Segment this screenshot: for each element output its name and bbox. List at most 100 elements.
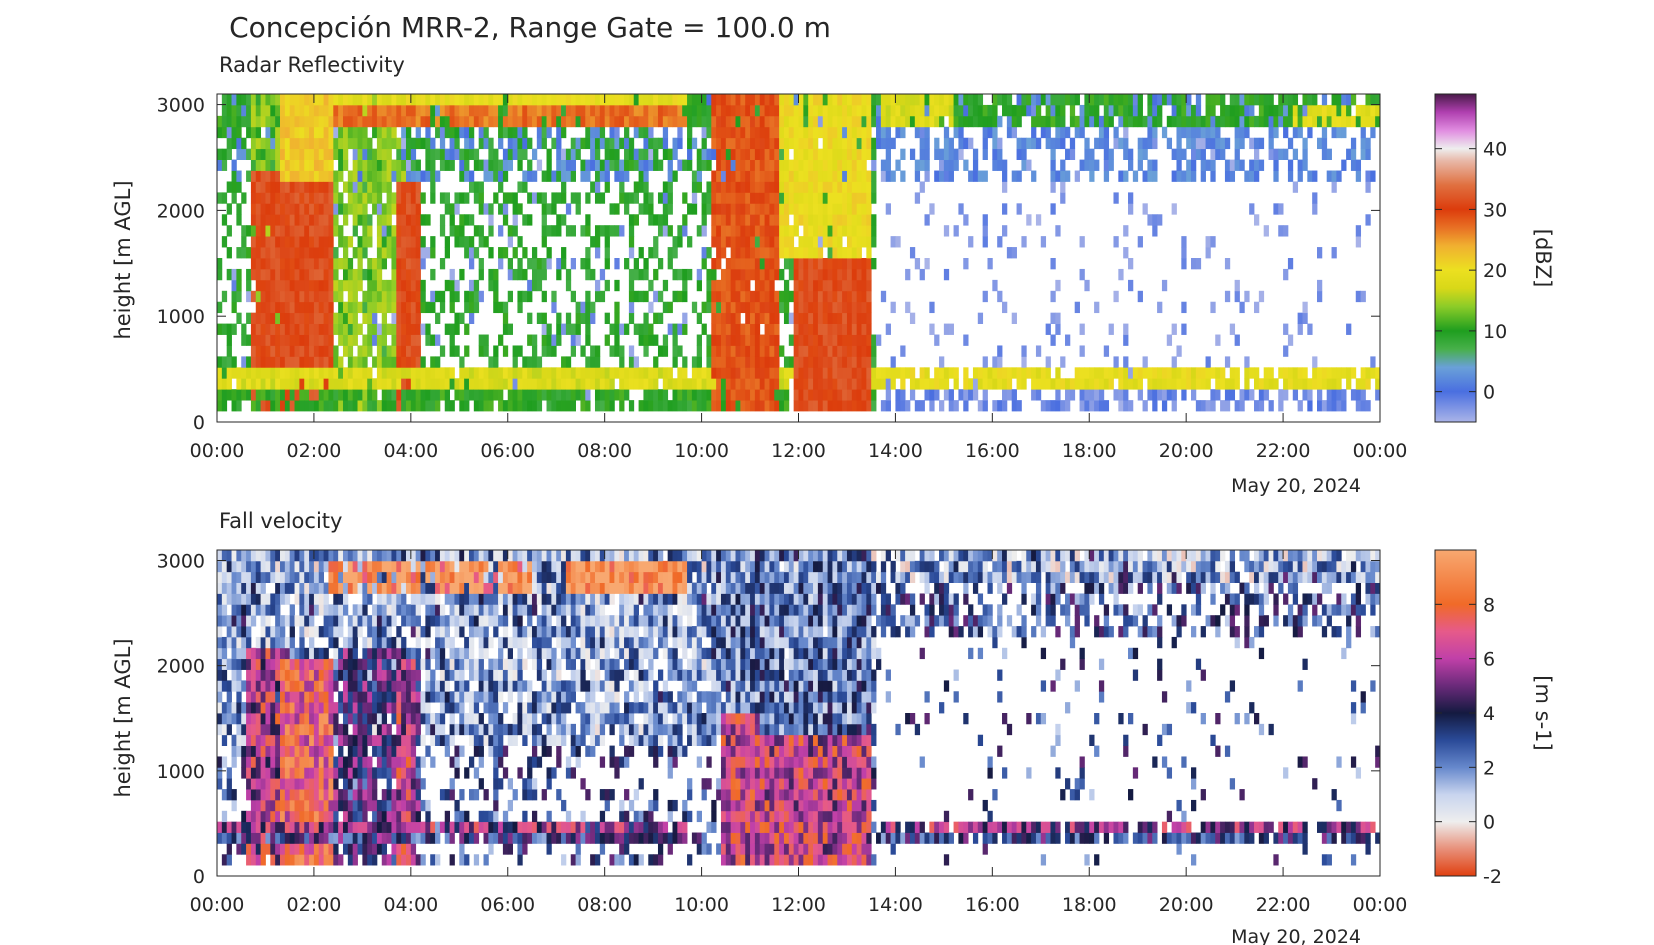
heatmap-cell bbox=[1176, 137, 1182, 150]
heatmap-cell bbox=[1050, 148, 1056, 160]
heatmap-cell bbox=[832, 126, 838, 139]
heatmap-cell bbox=[270, 126, 276, 139]
heatmap-cell bbox=[338, 832, 344, 844]
heatmap-cell bbox=[754, 367, 761, 379]
heatmap-cell bbox=[934, 389, 940, 401]
heatmap-cell bbox=[943, 159, 950, 171]
heatmap-cell bbox=[740, 367, 746, 379]
heatmap-cell bbox=[464, 378, 470, 390]
heatmap-cell bbox=[822, 378, 828, 390]
heatmap-cell bbox=[783, 367, 790, 379]
heatmap-cell bbox=[372, 279, 378, 292]
heatmap-cell bbox=[657, 312, 664, 324]
heatmap-cell bbox=[1157, 378, 1163, 390]
heatmap-cell bbox=[764, 334, 770, 346]
heatmap-cell bbox=[284, 181, 291, 193]
heatmap-cell bbox=[478, 268, 484, 281]
heatmap-cell bbox=[1055, 94, 1061, 106]
heatmap-cell bbox=[1312, 170, 1318, 182]
heatmap-cell bbox=[628, 247, 635, 259]
heatmap-cell bbox=[720, 225, 727, 237]
heatmap-cell bbox=[745, 400, 751, 412]
heatmap-cell bbox=[1224, 115, 1231, 128]
heatmap-cell bbox=[362, 126, 368, 139]
heatmap-cell bbox=[357, 323, 363, 335]
heatmap-cell bbox=[653, 389, 659, 401]
heatmap-cell bbox=[1137, 236, 1143, 248]
heatmap-cell bbox=[415, 115, 421, 128]
heatmap-cell bbox=[546, 170, 552, 182]
heatmap-cell bbox=[745, 94, 751, 106]
heatmap-cell bbox=[924, 378, 930, 390]
heatmap-cell bbox=[328, 148, 334, 160]
heatmap-cell bbox=[997, 367, 1003, 379]
heatmap-cell bbox=[522, 126, 528, 139]
heatmap-cell bbox=[362, 236, 368, 248]
heatmap-cell bbox=[304, 301, 310, 314]
heatmap-cell bbox=[217, 323, 223, 335]
heatmap-cell bbox=[362, 636, 368, 649]
heatmap-cell bbox=[284, 799, 291, 812]
heatmap-cell bbox=[250, 821, 257, 833]
heatmap-cell bbox=[1176, 115, 1182, 128]
heatmap-cell bbox=[1200, 137, 1206, 150]
heatmap-cell bbox=[817, 148, 824, 160]
heatmap-cell bbox=[594, 181, 601, 193]
heatmap-cell bbox=[619, 94, 625, 106]
heatmap-cell bbox=[934, 170, 940, 182]
heatmap-cell bbox=[381, 126, 388, 139]
heatmap-cell bbox=[682, 323, 688, 335]
heatmap-cell bbox=[347, 560, 354, 573]
heatmap-cell bbox=[386, 225, 392, 237]
heatmap-cell bbox=[425, 214, 431, 226]
heatmap-cell bbox=[866, 181, 872, 193]
heatmap-cell bbox=[493, 345, 499, 357]
heatmap-cell bbox=[275, 115, 281, 128]
heatmap-cell bbox=[522, 356, 528, 368]
heatmap-cell bbox=[304, 247, 310, 259]
heatmap-cell bbox=[861, 203, 867, 215]
heatmap-cell bbox=[711, 378, 717, 390]
heatmap-cell bbox=[236, 389, 242, 401]
heatmap-cell bbox=[280, 181, 286, 193]
heatmap-cell bbox=[527, 334, 533, 346]
heatmap-cell bbox=[313, 571, 320, 583]
heatmap-cell bbox=[352, 225, 358, 237]
heatmap-cell bbox=[260, 560, 266, 573]
heatmap-cell bbox=[464, 400, 470, 412]
heatmap-cell bbox=[284, 691, 291, 703]
heatmap-cell bbox=[643, 148, 649, 160]
heatmap-cell bbox=[1103, 400, 1110, 412]
heatmap-cell bbox=[866, 214, 872, 226]
heatmap-cell bbox=[396, 301, 402, 314]
heatmap-cell bbox=[590, 356, 596, 368]
heatmap-cell bbox=[842, 247, 848, 259]
heatmap-cell bbox=[561, 323, 567, 335]
heatmap-cell bbox=[793, 258, 799, 270]
heatmap-cell bbox=[415, 181, 421, 193]
heatmap-cell bbox=[943, 137, 950, 150]
heatmap-cell bbox=[653, 378, 659, 390]
heatmap-cell bbox=[367, 312, 373, 324]
heatmap-cell bbox=[304, 745, 310, 757]
heatmap-cell bbox=[1002, 181, 1008, 193]
heatmap-cell bbox=[352, 356, 358, 368]
heatmap-cell bbox=[1365, 181, 1371, 193]
heatmap-cell bbox=[783, 301, 790, 314]
heatmap-cell bbox=[822, 214, 828, 226]
heatmap-cell bbox=[1331, 367, 1337, 379]
heatmap-cell bbox=[352, 702, 358, 714]
heatmap-cell bbox=[260, 279, 266, 292]
heatmap-cell bbox=[386, 389, 392, 401]
heatmap-cell bbox=[309, 159, 315, 171]
heatmap-cell bbox=[289, 550, 295, 562]
heatmap-cell bbox=[1191, 137, 1197, 150]
heatmap-cell bbox=[774, 312, 780, 324]
heatmap-cell bbox=[1229, 367, 1236, 379]
heatmap-cell bbox=[352, 821, 358, 833]
heatmap-cell bbox=[987, 115, 993, 128]
heatmap-cell bbox=[856, 400, 862, 412]
heatmap-cell bbox=[1195, 378, 1202, 390]
heatmap-cell bbox=[246, 723, 252, 736]
heatmap-cell bbox=[498, 258, 504, 270]
